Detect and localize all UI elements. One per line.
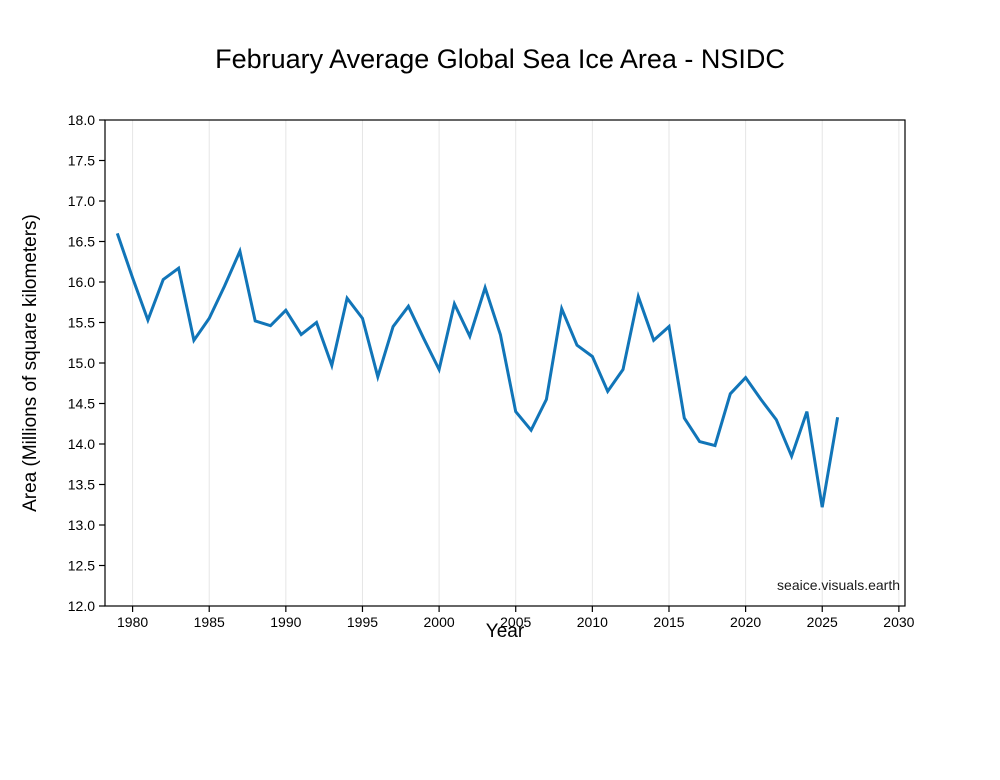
line-chart: 1980 1985 1990 1995 2000 2005 2010 2015 2020 2025… <box>68 112 915 630</box>
y-tick-label: 17.5 <box>68 153 95 169</box>
sea-ice-line <box>115 232 840 508</box>
x-tick-label: 2005 <box>500 614 531 630</box>
x-tick-label: 1985 <box>194 614 225 630</box>
y-tick-label: 13.5 <box>68 477 95 493</box>
chart-title: February Average Global Sea Ice Area - N… <box>215 44 785 74</box>
y-tick-label: 12.5 <box>68 558 95 574</box>
y-tick-label: 14.5 <box>68 396 95 412</box>
x-tick-label: 1980 <box>117 614 148 630</box>
x-tick-label: 2025 <box>807 614 838 630</box>
y-tick-label: 18.0 <box>68 112 95 128</box>
y-tick-label: 14.0 <box>68 436 95 452</box>
watermark-text: seaice.visuals.earth <box>777 577 900 593</box>
x-tick-label: 1990 <box>270 614 301 630</box>
x-tick-label: 1995 <box>347 614 378 630</box>
x-tick-label: 2010 <box>577 614 608 630</box>
y-axis-label: Area (Millions of square kilometers) <box>20 214 41 512</box>
x-tick-label: 2000 <box>424 614 455 630</box>
y-tick-label: 15.5 <box>68 315 95 331</box>
y-tick-label: 13.0 <box>68 517 95 533</box>
y-tick-label: 16.5 <box>68 234 95 250</box>
x-tick-label: 2020 <box>730 614 761 630</box>
x-tick-label: 2030 <box>883 614 914 630</box>
y-tick-label: 17.0 <box>68 193 95 209</box>
x-axis-label: Year <box>485 621 525 642</box>
y-tick-label: 12.0 <box>68 598 95 614</box>
y-tick-label: 15.0 <box>68 355 95 371</box>
y-tick-label: 16.0 <box>68 274 95 290</box>
x-tick-label: 2015 <box>653 614 684 630</box>
